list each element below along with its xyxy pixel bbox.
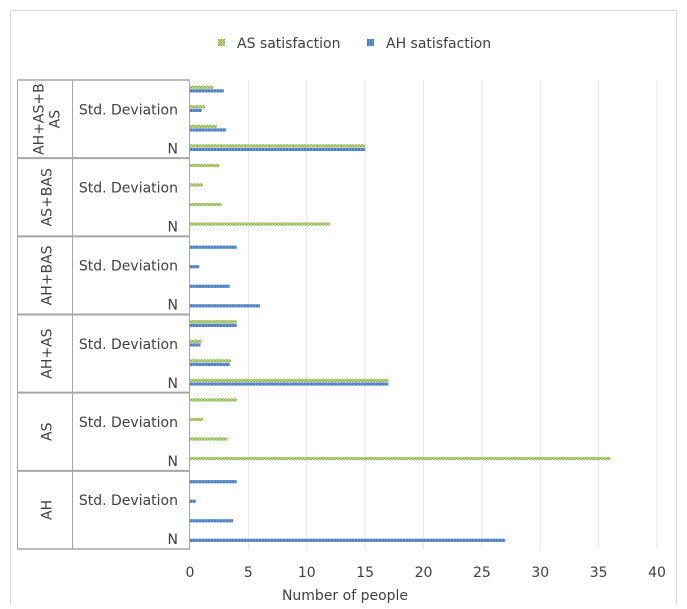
bar-ah xyxy=(190,265,199,268)
bar-as xyxy=(190,379,388,382)
legend-swatch-ah xyxy=(367,39,374,46)
bar-as xyxy=(190,340,202,343)
group-label: AH+AS xyxy=(40,328,56,378)
row-label-n: N xyxy=(168,220,178,236)
bar-as xyxy=(190,144,365,147)
bar-as xyxy=(190,359,231,362)
bar-ah xyxy=(190,109,202,112)
bar-ah xyxy=(190,539,505,542)
legend: AS satisfaction AH satisfaction xyxy=(218,36,491,52)
row-label-n: N xyxy=(168,298,178,314)
bar-as xyxy=(190,398,237,401)
bar-as xyxy=(190,418,203,421)
bar-as xyxy=(190,437,227,440)
x-tick-label: 35 xyxy=(590,565,608,581)
group-label: AH+BAS xyxy=(40,245,56,305)
row-label-std-deviation: Std. Deviation xyxy=(79,337,178,353)
bar-ah xyxy=(190,343,201,346)
bar-as xyxy=(190,457,610,460)
bar-ah xyxy=(190,304,260,307)
group-label: AS+BAS xyxy=(40,168,56,226)
bar-ah xyxy=(190,324,237,327)
row-label-std-deviation: Std. Deviation xyxy=(79,180,178,196)
chart-border xyxy=(11,11,677,606)
bar-ah xyxy=(190,285,230,288)
group-label: AH+AS+B xyxy=(32,83,48,155)
bar-as xyxy=(190,105,205,108)
x-tick-label: 10 xyxy=(298,565,316,581)
x-axis-title: Number of people xyxy=(282,588,408,604)
x-tick-label: 30 xyxy=(531,565,549,581)
legend-label-as: AS satisfaction xyxy=(237,36,340,52)
bar-ah xyxy=(190,128,226,131)
bar-ah xyxy=(190,246,237,249)
x-axis: 0 5 10 15 20 25 30 35 40 Number of people xyxy=(186,565,666,604)
row-label-std-deviation: Std. Deviation xyxy=(79,415,178,431)
bar-as xyxy=(190,86,213,89)
group-label: AS xyxy=(40,422,56,441)
x-tick-label: 25 xyxy=(473,565,491,581)
group-label: AS xyxy=(48,110,64,129)
row-label-n: N xyxy=(168,532,178,548)
x-tick-label: 5 xyxy=(244,565,253,581)
bar-as xyxy=(190,164,219,167)
bar-ah xyxy=(190,382,388,385)
bar-ah xyxy=(190,519,233,522)
x-tick-label: 15 xyxy=(356,565,374,581)
bar-as xyxy=(190,183,203,186)
bar-as xyxy=(190,125,217,128)
row-label-n: N xyxy=(168,454,178,470)
legend-swatch-as xyxy=(218,39,225,46)
bar-ah xyxy=(190,363,230,366)
group-label: AH xyxy=(40,500,56,520)
bar-ah xyxy=(190,148,365,151)
x-tick-label: 0 xyxy=(186,565,195,581)
row-label-std-deviation: Std. Deviation xyxy=(79,259,178,275)
row-label-n: N xyxy=(168,376,178,392)
bar-ah xyxy=(190,480,237,483)
x-tick-label: 20 xyxy=(415,565,433,581)
legend-label-ah: AH satisfaction xyxy=(386,36,491,52)
bar-as xyxy=(190,222,330,225)
bar-as xyxy=(190,203,222,206)
row-label-std-deviation: Std. Deviation xyxy=(79,102,178,118)
row-label-n: N xyxy=(168,141,178,157)
x-tick-label: 40 xyxy=(648,565,666,581)
bar-as xyxy=(190,320,237,323)
bar-ah xyxy=(190,89,224,92)
row-label-std-deviation: Std. Deviation xyxy=(79,493,178,509)
bar-ah xyxy=(190,500,196,503)
bars xyxy=(190,86,610,542)
